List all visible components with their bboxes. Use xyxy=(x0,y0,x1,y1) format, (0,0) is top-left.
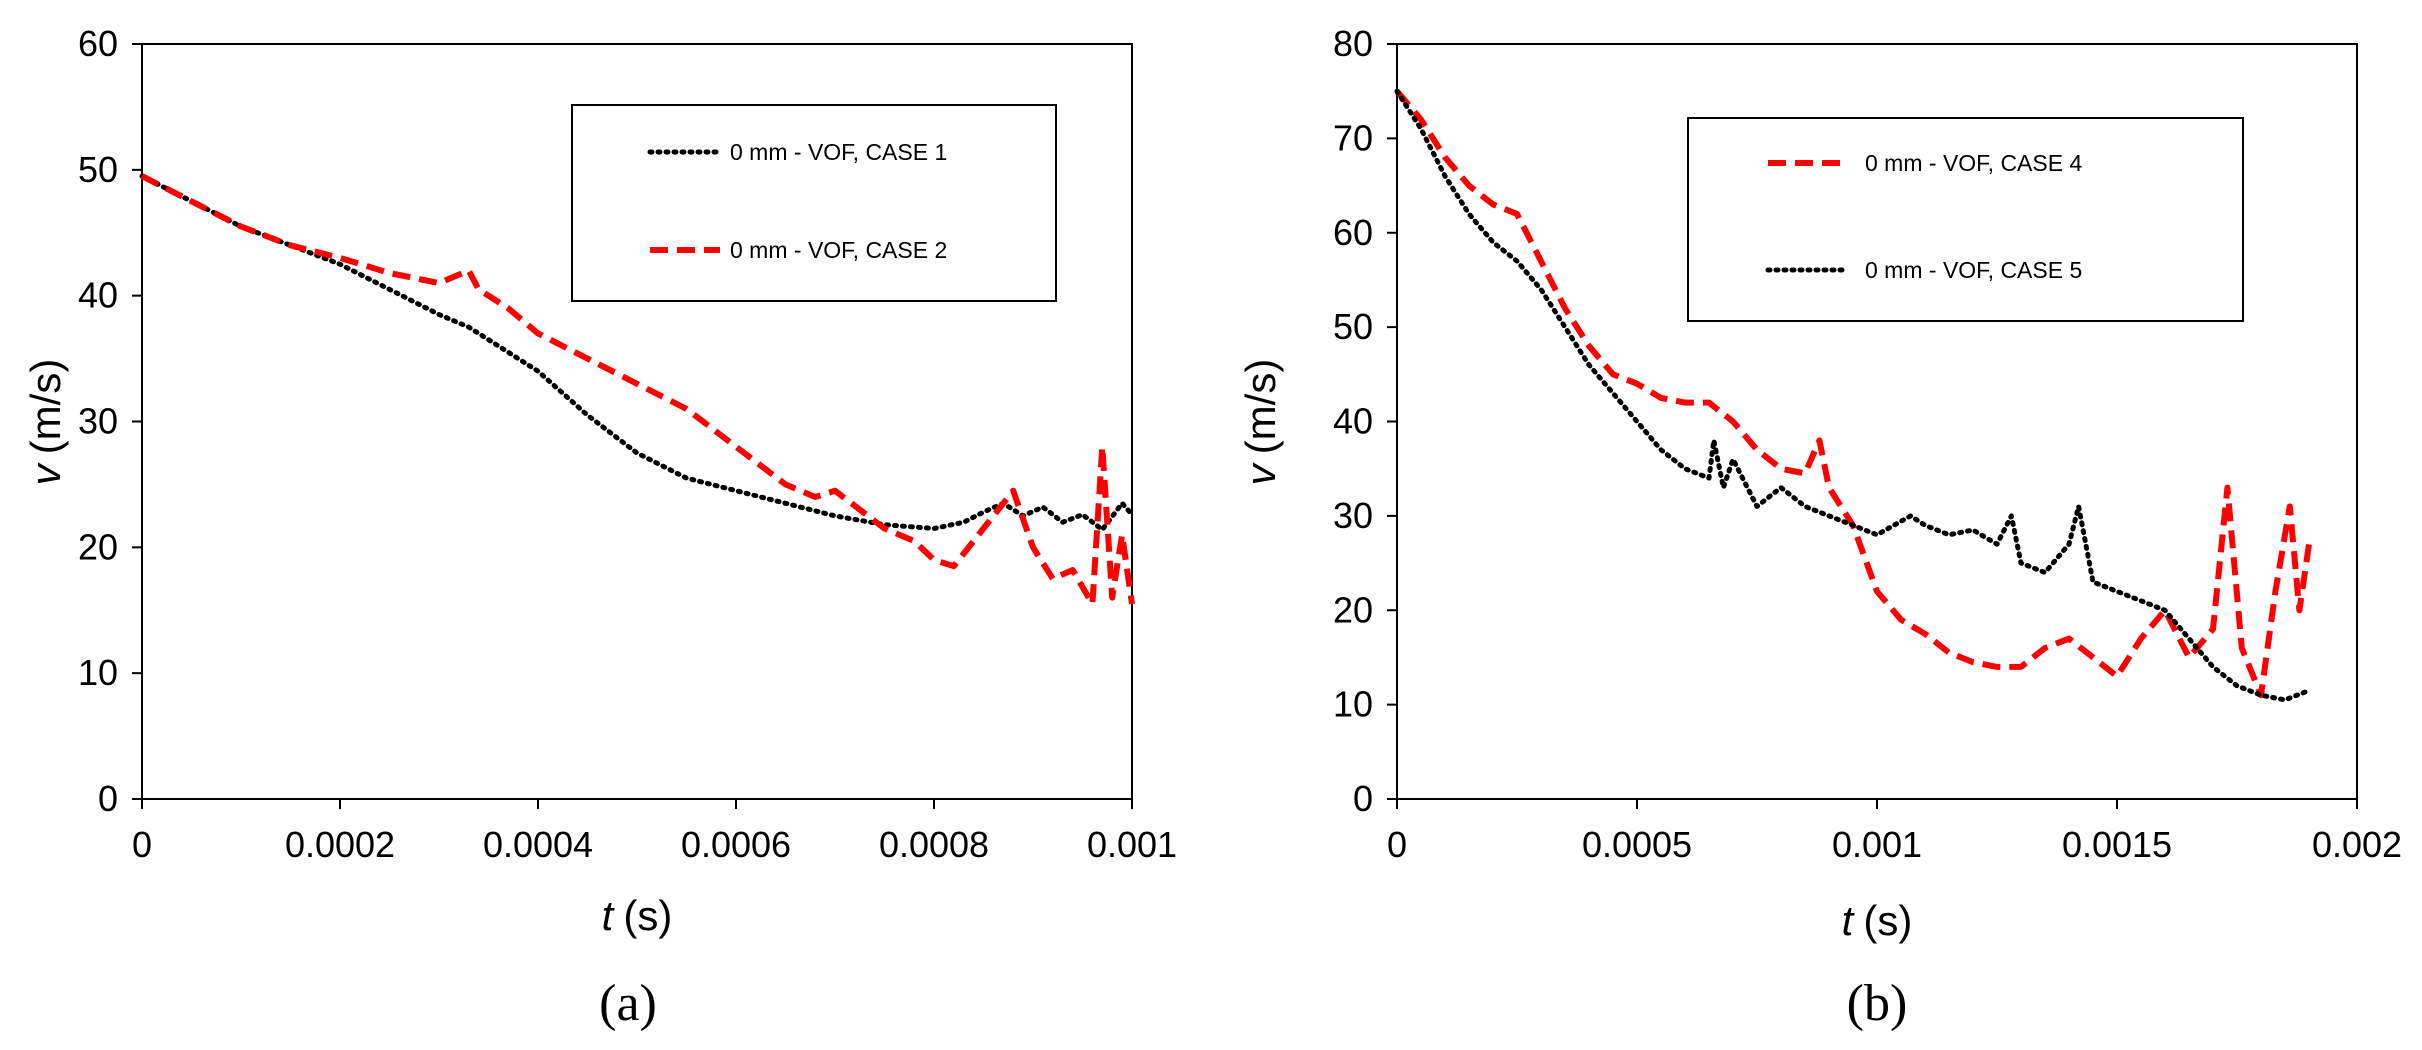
series-line-0-mm-vof-case-1 xyxy=(139,173,1135,533)
legend-entry-case-4: 0 mm - VOF, CASE 4 xyxy=(1865,150,2082,176)
x-tick-label: 0.002 xyxy=(2312,824,2402,865)
y-tick-label: 10 xyxy=(78,652,118,693)
x-tick-label: 0 xyxy=(1387,824,1407,865)
y-axis-unit: (m/s) xyxy=(22,359,69,455)
x-axis-unit: (s) xyxy=(623,892,672,939)
y-tick-label: 0 xyxy=(98,778,118,819)
series-line-0-mm-vof-case-2 xyxy=(140,173,1135,607)
y-tick-label: 10 xyxy=(1333,684,1373,725)
y-tick-label: 50 xyxy=(78,149,118,190)
x-axis-unit: (s) xyxy=(1863,897,1912,944)
panel-b-chart: 0 10 20 30 40 50 60 70 80 0 0.0005 0.001 0.0015 0.002… xyxy=(1237,23,2402,1032)
x-tick-label: 0.0005 xyxy=(1582,824,1692,865)
x-axis-label: t (s) xyxy=(602,892,673,939)
y-tick-label: 20 xyxy=(1333,589,1373,630)
x-tick-label: 0.001 xyxy=(1087,824,1177,865)
legend-box xyxy=(1687,117,2244,322)
x-tick-label: 0.0008 xyxy=(879,824,989,865)
y-tick-label: 0 xyxy=(1353,778,1373,819)
y-tick-label: 40 xyxy=(1333,401,1373,442)
y-tick-label: 70 xyxy=(1333,117,1373,158)
y-tick-label: 50 xyxy=(1333,306,1373,347)
panel-caption: (a) xyxy=(599,975,657,1032)
x-axis-symbol: t xyxy=(1842,897,1856,944)
panel-a-chart: 0 10 20 30 40 50 60 0 0.0002 0.0004 0.0006 0.0008 0.… xyxy=(22,23,1177,1032)
x-tick-label: 0.0004 xyxy=(483,824,593,865)
y-axis-symbol: v xyxy=(1237,461,1284,485)
x-tick-label: 0.0015 xyxy=(2062,824,2172,865)
y-tick-label: 60 xyxy=(1333,212,1373,253)
y-tick-label: 60 xyxy=(78,23,118,64)
x-tick-label: 0.0002 xyxy=(285,824,395,865)
series-line-0-mm-vof-case-4 xyxy=(1394,89,2312,699)
legend-entry-case-1: 0 mm - VOF, CASE 1 xyxy=(730,139,947,165)
y-tick-label: 20 xyxy=(78,526,118,567)
legend: 0 mm - VOF, CASE 1 0 mm - VOF, CASE 2 xyxy=(571,104,1057,302)
x-tick-label: 0.0006 xyxy=(681,824,791,865)
legend-entry-case-5: 0 mm - VOF, CASE 5 xyxy=(1865,257,2082,283)
legend: 0 mm - VOF, CASE 4 0 mm - VOF, CASE 5 xyxy=(1687,117,2244,322)
y-tick-label: 30 xyxy=(1333,495,1373,536)
y-axis-unit: (m/s) xyxy=(1237,359,1284,455)
panel-caption: (b) xyxy=(1847,975,1908,1032)
y-axis-label: v (m/s) xyxy=(22,359,69,486)
legend-entry-case-2: 0 mm - VOF, CASE 2 xyxy=(730,237,947,263)
x-axis-label: t (s) xyxy=(1842,897,1913,944)
y-tick-label: 40 xyxy=(78,275,118,316)
x-tick-label: 0 xyxy=(132,824,152,865)
x-axis-symbol: t xyxy=(602,892,616,939)
y-axis-symbol: v xyxy=(22,461,69,485)
series-line-0-mm-vof-case-5 xyxy=(1394,88,2312,703)
y-tick-label: 80 xyxy=(1333,23,1373,64)
legend-box xyxy=(571,104,1057,302)
y-axis-label: v (m/s) xyxy=(1237,359,1284,486)
x-tick-label: 0.001 xyxy=(1832,824,1922,865)
y-tick-label: 30 xyxy=(78,401,118,442)
